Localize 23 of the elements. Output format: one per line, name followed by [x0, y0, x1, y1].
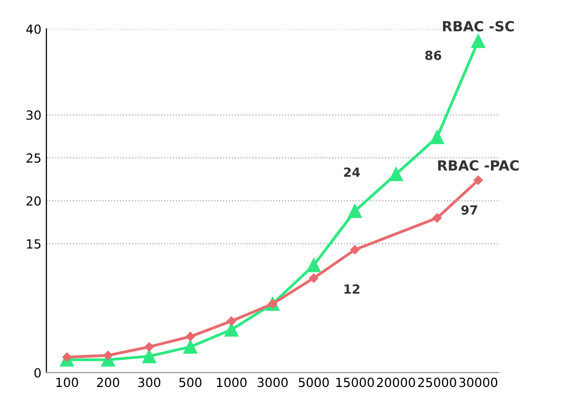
y-tick-label: 0 — [34, 368, 41, 378]
annotation: 86 — [425, 50, 442, 60]
x-tick-label: 25000 — [418, 378, 456, 388]
y-tick-label: 20 — [26, 196, 41, 206]
x-tick-label: 200 — [97, 378, 120, 388]
y-tick-label: 15 — [27, 239, 40, 249]
y-tick-label: 40 — [26, 24, 41, 34]
x-tick-label: 5000 — [298, 378, 329, 388]
x-tick-label: 30000 — [459, 378, 498, 388]
x-tick-label: 300 — [138, 378, 160, 388]
x-tick-label: 500 — [179, 378, 202, 388]
annotation: 12 — [344, 284, 360, 294]
y-tick-label: 25 — [26, 153, 40, 163]
x-tick-label: 100 — [56, 378, 78, 388]
series-label: RBAC -PAC — [438, 160, 519, 171]
x-tick-label: 3000 — [258, 378, 288, 388]
series-label: RBAC -SC — [443, 20, 514, 32]
x-tick-label: 15000 — [336, 378, 374, 388]
y-tick-label: 30 — [26, 110, 41, 120]
x-tick-label: 20000 — [377, 378, 416, 388]
x-tick-label: 1000 — [216, 378, 247, 388]
annotation: 97 — [461, 205, 478, 215]
annotation: 24 — [344, 167, 360, 177]
